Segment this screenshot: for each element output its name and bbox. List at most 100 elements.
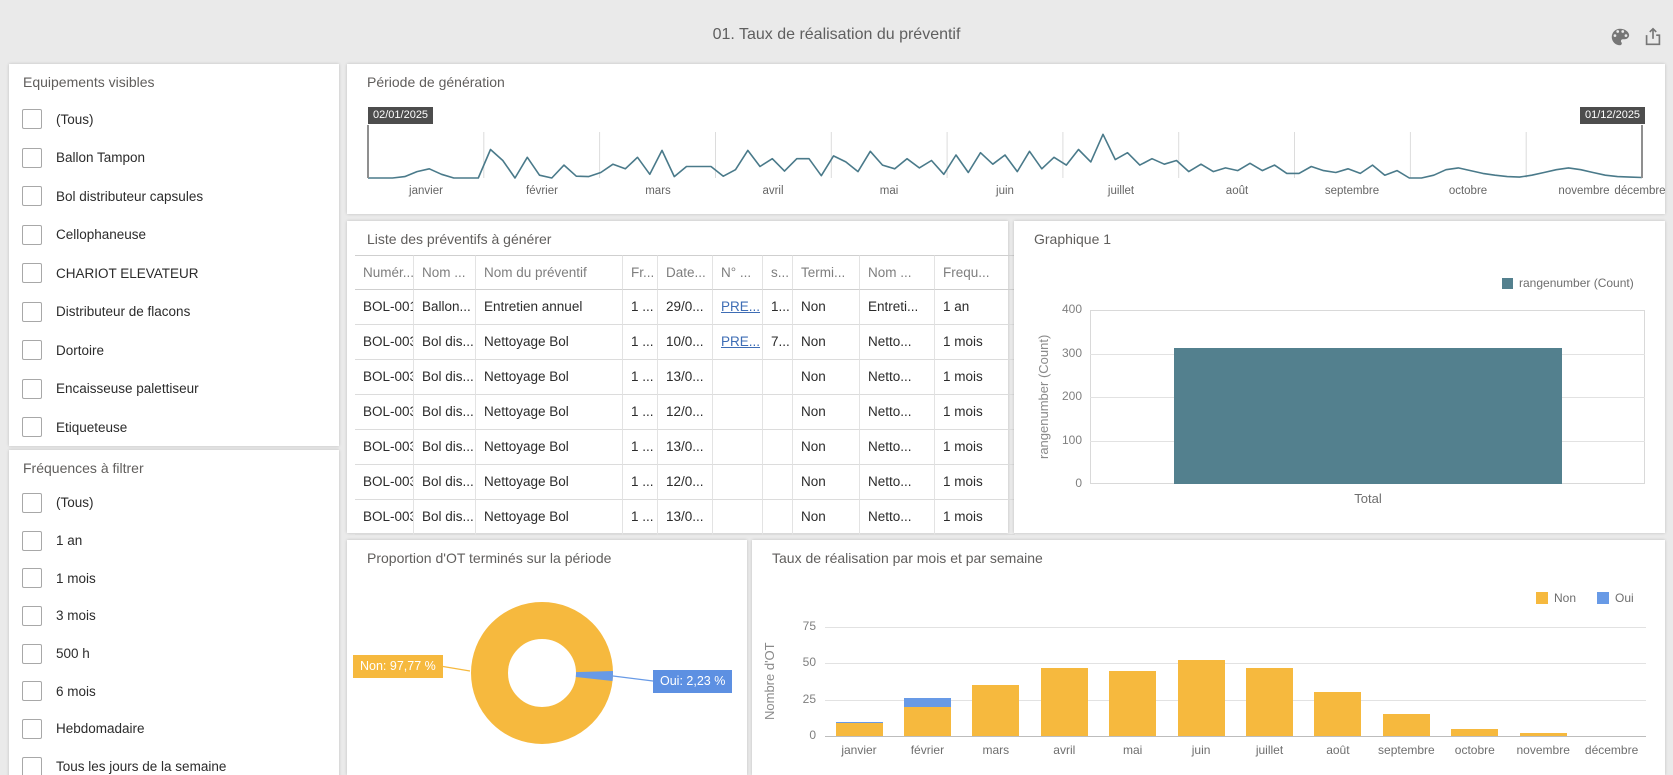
checkbox[interactable] bbox=[22, 109, 42, 130]
column-header[interactable]: Numér... bbox=[355, 255, 414, 290]
bar-non[interactable] bbox=[1109, 670, 1157, 736]
y-tick-label: 300 bbox=[1061, 345, 1082, 360]
checkbox[interactable] bbox=[22, 224, 42, 245]
checkbox[interactable] bbox=[22, 378, 42, 399]
bar-oui[interactable] bbox=[835, 721, 883, 723]
filter-item[interactable]: Ballon Tampon bbox=[9, 139, 339, 178]
table-row[interactable]: BOL-003 Bol dis... Nettoyage Bol 1 ... 10/0.… bbox=[355, 325, 1016, 360]
bar-non[interactable] bbox=[903, 706, 951, 736]
donut-label-non[interactable]: Non: 97,77 % bbox=[353, 655, 443, 678]
checkbox[interactable] bbox=[22, 301, 42, 322]
table-row[interactable]: BOL-003 Bol dis... Nettoyage Bol 1 ... 13/0.… bbox=[355, 430, 1016, 465]
bar-non[interactable] bbox=[1177, 660, 1225, 736]
legend-non-label[interactable]: Non bbox=[1554, 591, 1577, 605]
table-cell: 1 ... bbox=[623, 500, 658, 535]
bar-non[interactable] bbox=[972, 685, 1020, 736]
column-header[interactable]: Nom du préventif bbox=[476, 255, 623, 290]
palette-icon[interactable] bbox=[1609, 26, 1631, 53]
filter-item[interactable]: Tous les jours de la semaine bbox=[9, 748, 339, 775]
bar-non[interactable] bbox=[1382, 714, 1430, 736]
table-row[interactable]: BOL-003 Bol dis... Nettoyage Bol 1 ... 13/0.… bbox=[355, 360, 1016, 395]
frequency-filter-title: Fréquences à filtrer bbox=[23, 460, 144, 476]
checkbox[interactable] bbox=[22, 568, 42, 589]
graphique1-total-bar[interactable] bbox=[1174, 348, 1562, 484]
filter-item[interactable]: Etiqueteuse bbox=[9, 408, 339, 447]
legend-oui-label[interactable]: Oui bbox=[1615, 591, 1634, 605]
checkbox[interactable] bbox=[22, 147, 42, 168]
table-cell: BOL-001 bbox=[355, 290, 414, 325]
table-cell: 10/0... bbox=[658, 325, 713, 360]
filter-item[interactable]: Cellophaneuse bbox=[9, 216, 339, 255]
filter-item[interactable]: (Tous) bbox=[9, 484, 339, 522]
column-header[interactable]: Frequ... bbox=[935, 255, 1015, 290]
column-header[interactable]: Termi... bbox=[793, 255, 860, 290]
ot-link-cell[interactable]: PRE... bbox=[713, 325, 763, 360]
checkbox[interactable] bbox=[22, 605, 42, 626]
table-row[interactable]: BOL-003 Bol dis... Nettoyage Bol 1 ... 13/0.… bbox=[355, 500, 1016, 535]
column-header[interactable]: Date... bbox=[658, 255, 713, 290]
filter-item[interactable]: Distributeur de flacons bbox=[9, 293, 339, 332]
y-tick-label: 0 bbox=[809, 728, 816, 742]
range-start-tag[interactable]: 02/01/2025 bbox=[368, 107, 434, 124]
ot-donut-chart[interactable] bbox=[347, 540, 747, 775]
ot-link-cell[interactable]: PRE... bbox=[713, 290, 763, 325]
table-cell bbox=[763, 360, 793, 395]
checkbox[interactable] bbox=[22, 492, 42, 513]
legend-oui-swatch[interactable] bbox=[1597, 592, 1609, 604]
range-end-tag[interactable]: 01/12/2025 bbox=[1580, 107, 1646, 124]
table-row[interactable]: BOL-003 Bol dis... Nettoyage Bol 1 ... 12/0.… bbox=[355, 465, 1016, 500]
column-header[interactable]: Nom ... bbox=[860, 255, 935, 290]
table-cell bbox=[713, 430, 763, 465]
column-header[interactable]: Nom ... bbox=[414, 255, 476, 290]
filter-item[interactable]: (Tous) bbox=[9, 100, 339, 139]
bar-oui[interactable] bbox=[903, 698, 951, 707]
filter-item[interactable]: 6 mois bbox=[9, 672, 339, 710]
filter-item-label: Dortoire bbox=[56, 342, 105, 358]
table-row[interactable]: BOL-001 Ballon... Entretien annuel 1 ... 29/… bbox=[355, 290, 1016, 325]
graphique1-legend-swatch[interactable] bbox=[1502, 278, 1513, 289]
checkbox[interactable] bbox=[22, 186, 42, 207]
table-cell: Entretien annuel bbox=[476, 290, 623, 325]
checkbox[interactable] bbox=[22, 643, 42, 664]
bar-non[interactable] bbox=[1040, 667, 1088, 736]
equipment-filter-title: Equipements visibles bbox=[23, 74, 155, 90]
legend-non-swatch[interactable] bbox=[1536, 592, 1548, 604]
filter-item[interactable]: Encaisseuse palettiseur bbox=[9, 370, 339, 409]
checkbox[interactable] bbox=[22, 263, 42, 284]
filter-item[interactable]: Dortoire bbox=[9, 331, 339, 370]
filter-item-label: 500 h bbox=[56, 646, 90, 662]
table-cell: Non bbox=[793, 430, 860, 465]
table-row[interactable]: BOL-003 Bol dis... Nettoyage Bol 1 ... 12/0.… bbox=[355, 395, 1016, 430]
timeline-month-label: novembre bbox=[1558, 185, 1610, 197]
checkbox[interactable] bbox=[22, 530, 42, 551]
filter-item[interactable]: 1 mois bbox=[9, 559, 339, 597]
bar-non[interactable] bbox=[835, 722, 883, 736]
filter-item-label: 6 mois bbox=[56, 683, 96, 699]
bar-non[interactable] bbox=[1451, 728, 1499, 736]
column-header[interactable]: N° ... bbox=[713, 255, 763, 290]
column-header[interactable]: Fr... bbox=[623, 255, 658, 290]
filter-item[interactable]: Hebdomadaire bbox=[9, 710, 339, 748]
filter-item[interactable]: 3 mois bbox=[9, 597, 339, 635]
checkbox[interactable] bbox=[22, 340, 42, 361]
bar-non[interactable] bbox=[1519, 733, 1567, 736]
generation-period-panel: Période de génération 02/01/2025 01/12/2… bbox=[347, 64, 1666, 214]
table-cell bbox=[763, 500, 793, 535]
checkbox[interactable] bbox=[22, 756, 42, 775]
filter-item-label: Distributeur de flacons bbox=[56, 304, 191, 320]
checkbox[interactable] bbox=[22, 417, 42, 438]
bar-non[interactable] bbox=[1246, 667, 1293, 736]
checkbox[interactable] bbox=[22, 681, 42, 702]
checkbox[interactable] bbox=[22, 718, 42, 739]
filter-item[interactable]: 500 h bbox=[9, 635, 339, 673]
filter-item[interactable]: 1 an bbox=[9, 522, 339, 560]
filter-item[interactable]: Bol distributeur capsules bbox=[9, 177, 339, 216]
graphique1-legend-label[interactable]: rangenumber (Count) bbox=[1519, 276, 1634, 290]
month-label: septembre bbox=[1378, 743, 1435, 757]
filter-item[interactable]: CHARIOT ELEVATEUR bbox=[9, 254, 339, 293]
bar-non[interactable] bbox=[1314, 692, 1362, 736]
table-cell: Non bbox=[793, 395, 860, 430]
export-icon[interactable] bbox=[1642, 26, 1664, 53]
donut-label-oui[interactable]: Oui: 2,23 % bbox=[653, 670, 733, 693]
column-header[interactable]: s... bbox=[763, 255, 793, 290]
